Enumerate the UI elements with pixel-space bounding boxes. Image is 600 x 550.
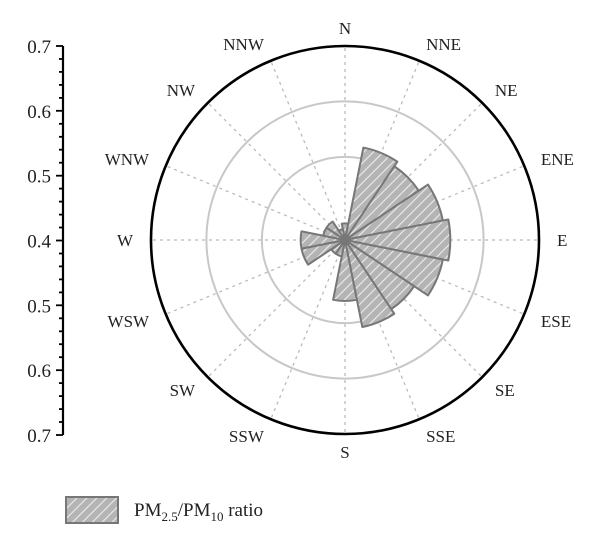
direction-label-w: W (117, 231, 134, 250)
direction-labels: N NNE NE ENE E ESE SE SSE S SSW SW WSW W WNW NW NNW (105, 19, 574, 462)
direction-label-ne: NE (495, 81, 518, 100)
spoke-sse (344, 239, 420, 420)
y-axis-ticks: 0.7 0.6 0.5 0.4 0.5 0.6 0.7 (27, 37, 63, 447)
direction-label-e: E (557, 231, 567, 250)
legend-subscript-1: 2.5 (161, 509, 177, 524)
spoke-ene (344, 165, 525, 241)
spoke-ese (344, 239, 525, 315)
bar-nnw (337, 228, 346, 241)
direction-label-ene: ENE (541, 150, 574, 169)
legend-swatch (65, 496, 119, 524)
spoke-ne (344, 102, 483, 241)
y-tick-label: 0.7 (27, 37, 51, 58)
spoke-lines (151, 46, 539, 434)
y-tick-label: 0.5 (27, 167, 51, 188)
rose-bars (299, 146, 452, 328)
outer-frame-circle (149, 44, 541, 436)
bar-sse (344, 239, 396, 328)
direction-label-sw: SW (170, 381, 196, 400)
bar-w (299, 230, 346, 250)
direction-label-nnw: NNW (223, 35, 265, 54)
bar-e (344, 218, 452, 262)
spoke-nnw (270, 60, 346, 241)
spoke-wsw (165, 239, 346, 315)
y-tick-label: 0.5 (27, 296, 51, 317)
spoke-se (344, 239, 483, 378)
legend-suffix: ratio (223, 500, 263, 521)
direction-label-ese: ESE (541, 312, 571, 331)
bar-nw (325, 220, 346, 241)
grid-ring-outer (205, 100, 485, 380)
y-tick-label: 0.6 (27, 102, 51, 123)
direction-label-wsw: WSW (108, 312, 151, 331)
bar-nne (344, 146, 399, 241)
bar-ese (344, 239, 444, 297)
y-tick-label: 0.4 (27, 232, 51, 253)
spoke-wnw (165, 165, 346, 241)
direction-label-wnw: WNW (105, 150, 150, 169)
y-tick-label: 0.7 (27, 426, 51, 447)
direction-label-n: N (339, 19, 351, 38)
direction-label-ssw: SSW (229, 427, 265, 446)
direction-label-nw: NW (167, 81, 196, 100)
y-tick-label: 0.6 (27, 361, 51, 382)
direction-label-sse: SSE (426, 427, 455, 446)
legend-mid: /PM (178, 500, 211, 521)
bar-s (332, 239, 358, 302)
direction-label-s: S (340, 443, 349, 462)
direction-label-nne: NNE (426, 35, 461, 54)
legend-label: PM2.5/PM10 ratio (134, 500, 263, 524)
spoke-sw (207, 239, 346, 378)
spoke-nne (344, 60, 420, 241)
spoke-nw (207, 102, 346, 241)
legend: PM2.5/PM10 ratio (65, 496, 263, 524)
y-axis: 0.7 0.6 0.5 0.4 0.5 0.6 0.7 (27, 37, 65, 447)
spoke-ssw (270, 239, 346, 420)
legend-subscript-2: 10 (210, 509, 223, 524)
legend-prefix: PM (134, 500, 162, 521)
direction-label-se: SE (495, 381, 515, 400)
